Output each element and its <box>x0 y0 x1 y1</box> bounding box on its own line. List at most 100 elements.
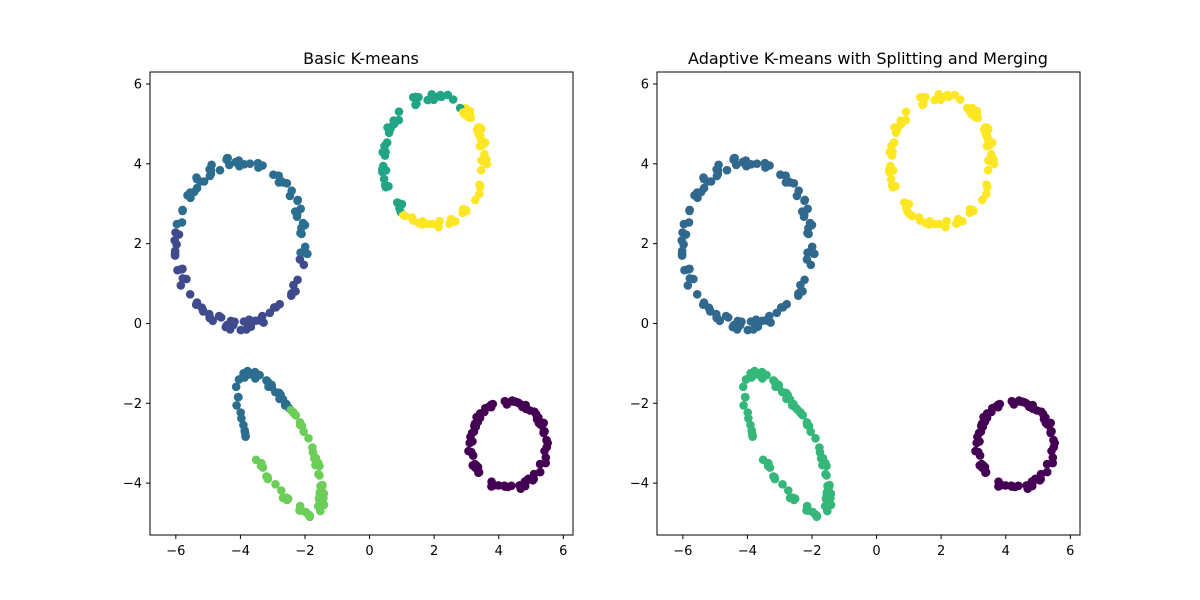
data-point <box>511 397 520 407</box>
data-point <box>427 219 437 229</box>
data-point <box>378 147 388 157</box>
data-point <box>215 165 225 175</box>
data-point <box>806 260 816 270</box>
plot-frame <box>149 71 574 536</box>
data-point <box>528 474 538 483</box>
data-point <box>382 138 392 147</box>
data-point <box>448 95 458 104</box>
data-point <box>765 311 774 321</box>
data-point <box>699 298 709 307</box>
data-point <box>740 392 750 402</box>
x-tick-label: 6 <box>1066 544 1074 559</box>
data-point <box>394 107 404 116</box>
data-point <box>901 107 911 116</box>
data-point <box>222 153 232 163</box>
data-point <box>408 93 418 102</box>
chart-title: Adaptive K-means with Splitting and Merg… <box>688 49 1048 68</box>
data-point <box>811 434 820 443</box>
data-point <box>746 420 755 430</box>
data-point <box>185 290 195 299</box>
data-point <box>712 165 721 174</box>
data-point <box>293 195 303 205</box>
data-point <box>901 115 911 125</box>
data-point <box>471 460 481 470</box>
data-point <box>989 159 999 169</box>
data-point <box>205 165 214 174</box>
y-tick-label: 0 <box>134 317 142 332</box>
data-point <box>683 281 693 290</box>
data-point <box>234 375 244 384</box>
data-point <box>685 205 694 215</box>
data-point <box>885 164 894 174</box>
y-tick-label: −4 <box>123 477 142 492</box>
chart-panel-basic-kmeans: Basic K-means −6 −4 −2 0 2 4 6 −4 −2 0 2 4 6 <box>123 49 574 559</box>
data-point <box>314 501 323 511</box>
data-point <box>458 204 468 214</box>
data-point <box>287 291 296 301</box>
data-point <box>258 311 267 321</box>
data-point <box>255 370 264 380</box>
data-point <box>722 165 732 175</box>
x-tick-label: −2 <box>295 544 314 559</box>
data-point <box>300 242 310 252</box>
data-point <box>1038 409 1048 419</box>
data-point <box>915 93 925 102</box>
data-point <box>470 419 480 429</box>
data-point <box>784 486 793 495</box>
data-point <box>540 446 549 456</box>
data-point <box>198 307 208 316</box>
data-point <box>821 501 830 511</box>
data-point <box>800 275 809 285</box>
data-point <box>531 409 541 419</box>
data-point <box>394 115 404 125</box>
data-point <box>296 228 305 238</box>
data-point <box>475 141 485 151</box>
data-point <box>744 414 753 423</box>
y-tick-label: 2 <box>641 237 649 252</box>
data-point <box>794 186 803 195</box>
data-point <box>1047 446 1056 456</box>
data-point <box>752 159 762 168</box>
data-point <box>888 182 898 192</box>
chart-title: Basic K-means <box>303 49 419 68</box>
data-point <box>965 204 975 214</box>
data-point <box>304 510 313 519</box>
data-point <box>216 313 226 322</box>
data-point <box>304 434 313 443</box>
data-point <box>239 420 248 430</box>
x-tick-label: 4 <box>495 544 503 559</box>
y-tick-label: −2 <box>630 397 649 412</box>
x-tick-label: 4 <box>1002 544 1010 559</box>
data-point <box>771 382 780 392</box>
x-tick-label: 0 <box>872 544 880 559</box>
data-point <box>821 469 830 479</box>
data-point <box>952 219 961 228</box>
data-point <box>265 308 275 318</box>
data-point <box>400 211 410 221</box>
data-point <box>535 467 545 477</box>
data-point <box>1048 458 1057 468</box>
data-point <box>542 435 551 445</box>
data-point <box>811 510 820 519</box>
data-point <box>232 401 241 410</box>
data-point <box>729 153 739 163</box>
x-tick-label: 6 <box>559 544 567 559</box>
data-point <box>1027 479 1037 488</box>
data-point <box>889 138 899 147</box>
data-point <box>800 195 810 205</box>
data-point <box>732 325 742 334</box>
data-point <box>1049 435 1058 445</box>
data-point <box>539 426 549 436</box>
data-point <box>739 401 748 410</box>
data-point <box>817 454 827 463</box>
data-point <box>458 108 468 117</box>
data-point <box>381 182 391 192</box>
data-point <box>973 113 983 123</box>
data-point <box>302 249 311 258</box>
data-point <box>890 123 899 132</box>
data-point <box>235 161 244 171</box>
data-point <box>192 298 202 307</box>
plot-frame <box>656 71 1081 536</box>
data-point <box>977 419 987 429</box>
data-point <box>291 411 301 420</box>
